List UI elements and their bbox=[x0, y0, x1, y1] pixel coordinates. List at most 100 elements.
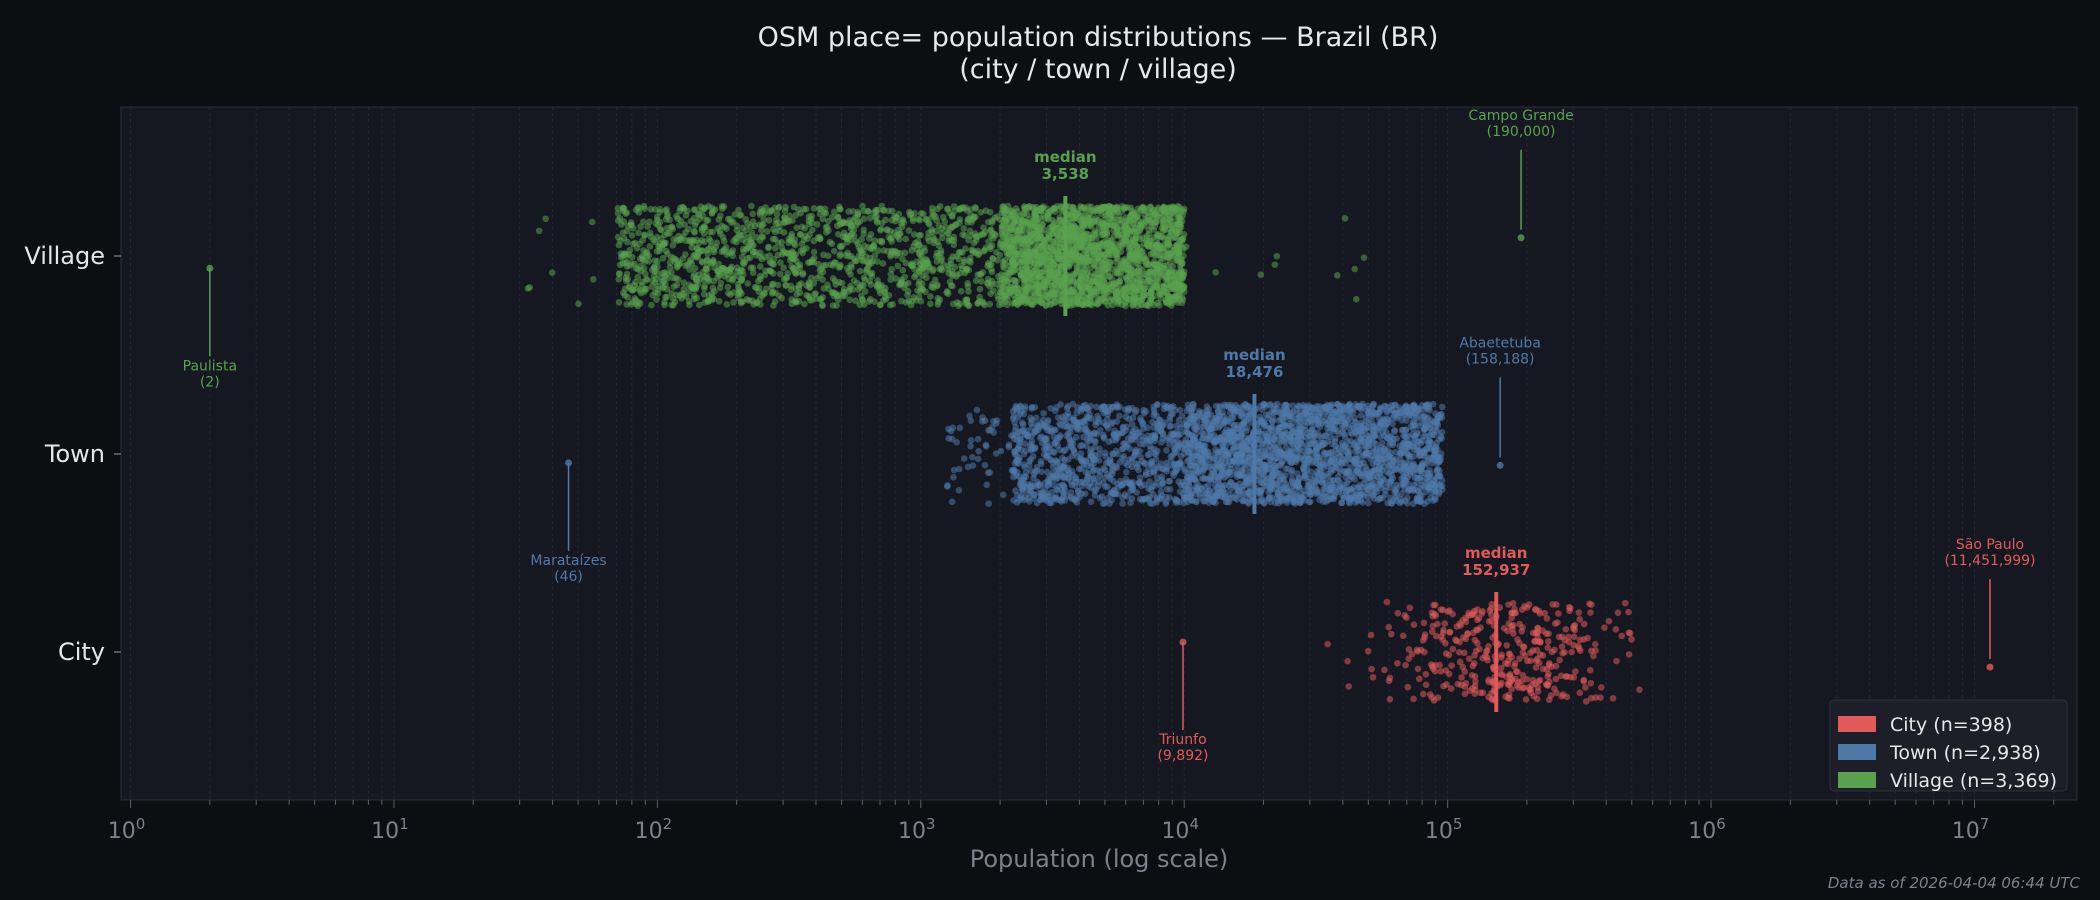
data-point bbox=[933, 217, 940, 224]
data-point bbox=[1116, 412, 1123, 420]
data-point bbox=[1170, 431, 1177, 438]
data-point bbox=[1519, 671, 1527, 679]
data-point bbox=[1605, 617, 1613, 625]
data-point bbox=[1059, 487, 1066, 495]
data-point bbox=[1106, 500, 1113, 507]
data-point bbox=[1385, 470, 1393, 477]
data-point bbox=[975, 447, 982, 455]
data-point bbox=[1218, 484, 1226, 492]
data-point bbox=[1021, 403, 1029, 410]
data-point bbox=[1542, 680, 1550, 688]
data-point bbox=[852, 297, 859, 304]
data-point bbox=[1461, 668, 1469, 676]
data-point bbox=[1364, 402, 1372, 410]
data-point bbox=[1381, 463, 1388, 471]
data-point bbox=[1534, 683, 1542, 691]
data-point bbox=[1278, 497, 1286, 505]
data-point bbox=[1575, 609, 1583, 616]
data-point bbox=[1315, 476, 1323, 484]
data-point bbox=[1588, 647, 1595, 655]
data-point bbox=[1198, 456, 1205, 464]
data-point bbox=[1382, 487, 1389, 494]
data-point bbox=[1096, 468, 1104, 475]
data-point bbox=[1077, 450, 1085, 457]
data-point bbox=[1501, 660, 1509, 667]
data-point bbox=[648, 301, 655, 309]
data-point bbox=[1563, 693, 1571, 701]
data-point bbox=[1126, 456, 1133, 463]
data-point bbox=[1442, 650, 1450, 657]
data-point bbox=[1266, 484, 1273, 491]
data-point bbox=[1199, 435, 1207, 442]
data-point bbox=[1441, 620, 1449, 627]
data-point bbox=[1370, 430, 1377, 437]
data-point bbox=[1400, 475, 1408, 483]
data-point bbox=[1422, 488, 1430, 496]
data-point bbox=[1065, 469, 1073, 477]
data-point bbox=[1234, 451, 1242, 459]
data-point bbox=[1067, 442, 1075, 450]
data-point bbox=[1525, 601, 1533, 608]
data-point bbox=[653, 296, 660, 303]
data-point bbox=[1516, 655, 1523, 662]
data-point bbox=[1401, 612, 1409, 619]
data-point bbox=[1446, 607, 1453, 614]
data-point bbox=[887, 276, 894, 283]
data-point bbox=[1431, 494, 1439, 501]
data-point bbox=[1056, 432, 1064, 439]
data-point bbox=[974, 435, 982, 443]
data-point bbox=[1223, 426, 1230, 433]
data-point bbox=[1160, 401, 1168, 409]
data-point bbox=[1044, 416, 1052, 424]
data-point bbox=[1426, 691, 1434, 698]
data-point bbox=[1287, 422, 1294, 430]
data-point bbox=[1277, 415, 1285, 423]
data-point bbox=[1297, 490, 1305, 497]
data-point bbox=[1133, 464, 1141, 471]
data-point bbox=[1224, 469, 1232, 477]
data-point bbox=[1049, 459, 1057, 467]
data-point bbox=[1300, 405, 1308, 413]
data-point bbox=[688, 244, 696, 251]
data-point bbox=[1157, 488, 1165, 496]
data-point bbox=[1565, 633, 1572, 641]
data-point bbox=[646, 243, 654, 250]
data-point bbox=[1086, 435, 1094, 442]
data-point bbox=[1400, 439, 1407, 447]
data-point bbox=[1431, 667, 1439, 675]
data-point bbox=[1095, 457, 1103, 464]
data-point bbox=[1100, 431, 1107, 439]
data-point bbox=[1212, 463, 1219, 471]
data-point bbox=[1289, 402, 1297, 410]
data-point bbox=[1166, 478, 1174, 485]
data-point bbox=[949, 300, 957, 308]
data-point bbox=[1428, 429, 1435, 436]
data-point bbox=[1428, 628, 1436, 636]
data-point bbox=[1453, 637, 1460, 645]
data-point bbox=[1201, 442, 1209, 450]
data-point bbox=[1258, 486, 1266, 494]
data-point bbox=[1416, 467, 1424, 475]
chart-subtitle: (city / town / village) bbox=[959, 54, 1237, 85]
data-point bbox=[1565, 603, 1573, 611]
data-point bbox=[982, 442, 990, 450]
data-point bbox=[1341, 215, 1349, 222]
data-point bbox=[1114, 434, 1121, 442]
data-point bbox=[1235, 408, 1242, 415]
data-point bbox=[1365, 499, 1372, 507]
data-point bbox=[1541, 609, 1548, 617]
data-point bbox=[1183, 493, 1191, 501]
data-point bbox=[1365, 419, 1372, 426]
data-point bbox=[1377, 470, 1384, 477]
data-point bbox=[1558, 692, 1565, 700]
data-point bbox=[1358, 438, 1365, 446]
data-point bbox=[1319, 455, 1327, 463]
data-point bbox=[1153, 420, 1161, 427]
data-point bbox=[1246, 484, 1254, 492]
data-point bbox=[1217, 434, 1225, 442]
data-point bbox=[1046, 445, 1054, 452]
data-point bbox=[1225, 417, 1232, 425]
data-point bbox=[1102, 459, 1110, 467]
data-point bbox=[628, 232, 636, 239]
data-point bbox=[1353, 403, 1361, 411]
